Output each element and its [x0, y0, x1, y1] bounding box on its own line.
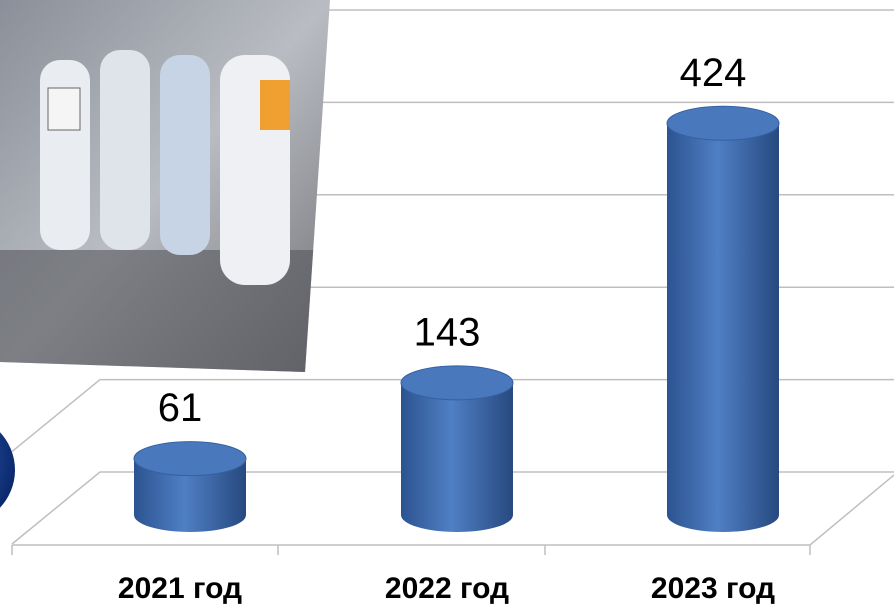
bar-top	[400, 365, 514, 401]
x-tick-label: 2022 год	[385, 572, 509, 605]
bar	[134, 458, 246, 532]
bar	[667, 123, 779, 532]
globe-decoration	[0, 432, 15, 508]
bar-top	[666, 105, 780, 141]
x-tick-label: 2021 год	[118, 572, 242, 605]
grid-line	[11, 471, 894, 545]
value-label: 143	[414, 310, 481, 354]
x-tick-label: 2023 год	[651, 572, 775, 605]
photo	[0, 0, 330, 372]
bar	[401, 382, 513, 532]
value-label: 61	[158, 386, 203, 430]
bar-top	[133, 441, 247, 477]
grid-line	[11, 378, 894, 453]
bars: 61 143 424	[133, 51, 780, 532]
value-label: 424	[680, 51, 747, 95]
